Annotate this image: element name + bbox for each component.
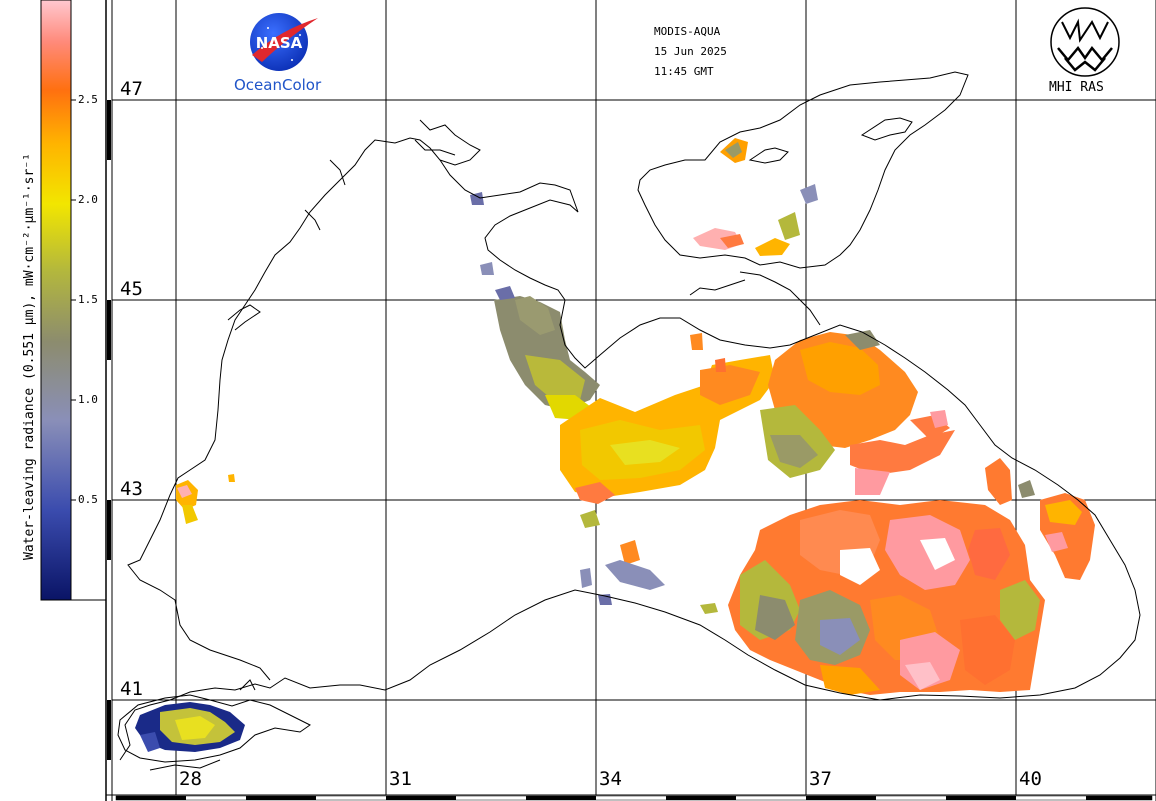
lat-label: 43 <box>120 478 143 500</box>
sensor-label: MODIS-AQUA <box>654 25 721 38</box>
date-label: 15 Jun 2025 <box>654 45 727 58</box>
radiance-layer <box>135 138 1095 752</box>
colorbar-tick: 2.0 <box>78 193 98 206</box>
graticule <box>112 0 1156 795</box>
mhi-logo <box>1050 7 1120 77</box>
lat-label: 45 <box>120 278 143 300</box>
mhi-label: MHI RAS <box>1049 80 1104 95</box>
oceancolor-label: OceanColor <box>234 76 322 94</box>
lon-label: 40 <box>1019 768 1042 790</box>
map-frame <box>105 0 1156 801</box>
colorbar <box>40 0 106 601</box>
coastline <box>117 71 1141 771</box>
time-label: 11:45 GMT <box>654 65 714 78</box>
nasa-wordmark: NASA <box>256 34 303 52</box>
colorbar-tick: 1.5 <box>78 293 98 306</box>
lon-label: 31 <box>389 768 412 790</box>
colorbar-tick: 2.5 <box>78 93 98 106</box>
lon-label: 37 <box>809 768 832 790</box>
lon-label: 28 <box>179 768 202 790</box>
nasa-logo: NASA <box>250 13 318 71</box>
lon-label: 34 <box>599 768 622 790</box>
colorbar-tick: 1.0 <box>78 393 98 406</box>
lat-label: 41 <box>120 678 143 700</box>
lat-label: 47 <box>120 78 143 100</box>
colorbar-tick: 0.5 <box>78 493 98 506</box>
colorbar-title: Water-leaving radiance (0.551 µm), mW·cm… <box>22 153 37 560</box>
